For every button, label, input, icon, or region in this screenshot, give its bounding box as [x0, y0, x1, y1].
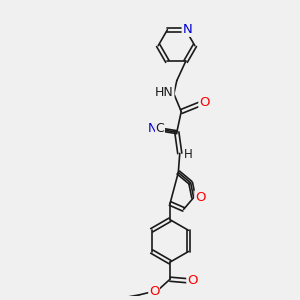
Text: O: O	[199, 96, 209, 109]
Text: H: H	[184, 148, 192, 161]
Text: O: O	[195, 191, 206, 204]
Text: HN: HN	[155, 86, 174, 99]
Text: O: O	[149, 284, 159, 298]
Text: C: C	[156, 122, 164, 134]
Text: N: N	[182, 23, 192, 36]
Text: N: N	[148, 122, 157, 134]
Text: O: O	[187, 274, 197, 286]
